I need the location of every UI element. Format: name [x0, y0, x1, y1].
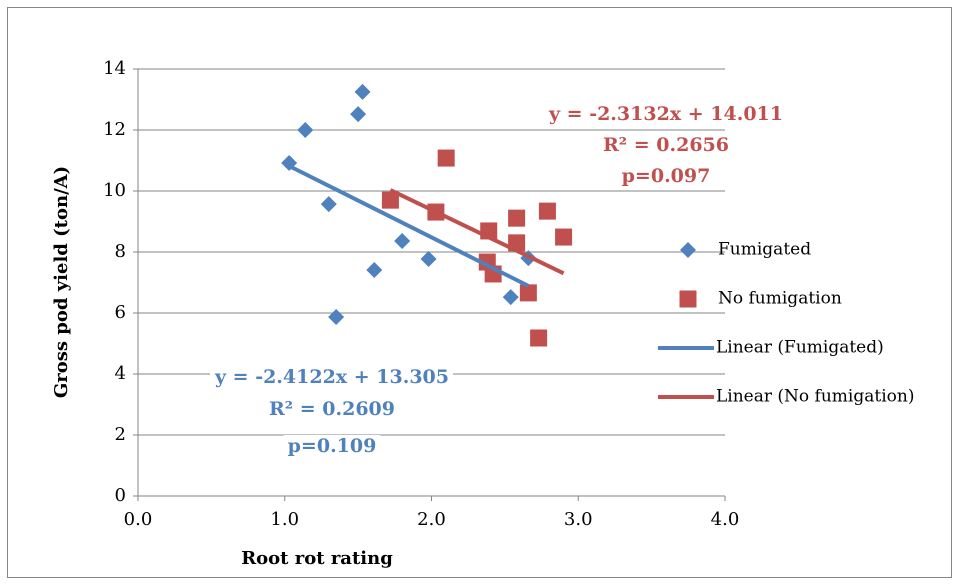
y-tick-label: 8: [115, 241, 126, 262]
annotation: R² = 0.2656: [603, 134, 729, 156]
y-tick-label: 0: [115, 485, 126, 506]
y-tick-label: 14: [103, 58, 126, 79]
plot: [281, 83, 573, 347]
y-tick-label: 2: [115, 424, 126, 445]
y-tick-label: 4: [115, 363, 126, 384]
annotation-background: [265, 398, 399, 420]
annotation-background: [283, 435, 381, 457]
annotation: y = -2.4122x + 13.305: [214, 366, 449, 388]
x-tick-label: 3.0: [564, 509, 593, 530]
chart-border: [7, 7, 952, 578]
point: [381, 191, 399, 209]
point: [508, 209, 526, 227]
point: [437, 149, 455, 167]
annotation: R² = 0.2609: [269, 398, 395, 420]
annotation-background: [210, 366, 453, 388]
trendline: [288, 164, 530, 288]
point: [555, 228, 573, 246]
annotation-background: [544, 103, 787, 125]
legend-label: Linear (Fumigated): [716, 338, 884, 358]
annotation-background: [599, 134, 733, 156]
legend-label: Fumigated: [718, 240, 811, 260]
legend-marker: [680, 242, 696, 258]
y-axis-title: Gross pod yield (ton/A): [51, 166, 72, 398]
grid: [133, 68, 726, 501]
point: [354, 83, 371, 100]
point: [502, 289, 519, 306]
point: [519, 284, 537, 302]
annotation: p=0.097: [622, 165, 711, 187]
y-tick-label: 10: [103, 180, 126, 201]
x-tick-label: 4.0: [711, 509, 740, 530]
y-tick-label: 6: [115, 302, 126, 323]
x-tick-label: 2.0: [417, 509, 446, 530]
point: [328, 308, 345, 325]
annotation: y = -2.3132x + 14.011: [548, 103, 783, 125]
point: [420, 251, 437, 268]
point: [538, 202, 556, 220]
legend-marker: [679, 290, 697, 308]
legend-label: Linear (No fumigation): [716, 387, 914, 407]
point: [350, 106, 367, 123]
point: [366, 261, 383, 278]
point: [530, 329, 548, 347]
legend-label: No fumigation: [718, 289, 842, 309]
x-tick-label: 1.0: [270, 509, 299, 530]
point: [320, 196, 337, 213]
annotation: p=0.109: [288, 435, 377, 457]
y-tick-label: 12: [103, 119, 126, 140]
point: [394, 233, 411, 250]
x-tick-label: 0.0: [124, 509, 153, 530]
point: [297, 122, 314, 138]
x-axis-title: Root rot rating: [241, 548, 393, 569]
trendline: [389, 188, 565, 276]
annotation-background: [617, 165, 715, 187]
